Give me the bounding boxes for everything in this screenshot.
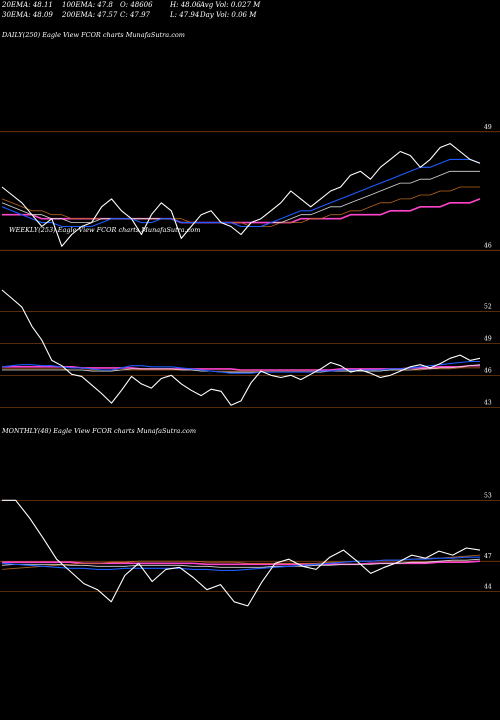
day-vol-label: Day Vol: 0.06 M: [200, 11, 257, 19]
weekly-price-line: [1, 289, 481, 406]
daily-price-line: [1, 143, 481, 247]
daily-tick-label: 49: [484, 124, 492, 131]
weekly-chart: 52 49 46 43: [0, 289, 500, 408]
monthly-ema-mid-line: [1, 558, 481, 568]
daily-ema-short-line: [1, 158, 481, 228]
weekly-tick-label: 49: [484, 335, 492, 342]
daily-ema-long-line: [1, 186, 480, 227]
daily-tick-label: 46: [484, 242, 492, 249]
monthly-tick-label: 44: [484, 584, 492, 591]
weekly-ema-short-line: [1, 360, 480, 374]
avg-vol-label: Avg Vol: 0.027 M: [200, 1, 261, 9]
low-label: L: 47.94: [170, 11, 200, 19]
monthly-chart: 53 47 44: [0, 492, 500, 607]
close-label: C: 47.97: [120, 11, 150, 19]
monthly-price-line: [2, 499, 481, 607]
weekly-tick-label: 46: [484, 367, 492, 374]
ema30-label: 30EMA: 48.09: [2, 11, 53, 19]
monthly-tick-label: 53: [484, 492, 492, 499]
weekly-tick-label: 52: [484, 303, 492, 310]
monthly-tick-label: 47: [484, 553, 492, 560]
ema100-label: 100EMA: 47.8: [62, 1, 113, 9]
indicator-header: 20EMA: 48.11 100EMA: 47.8 O: 48606 H: 48…: [0, 0, 500, 20]
weekly-tick-label: 43: [484, 399, 492, 406]
weekly-ema-mid-line: [2, 364, 481, 373]
weekly-chart-title: WEEKLY(253) Eagle View FCOR charts Munaf…: [9, 226, 201, 234]
monthly-chart-title: MONTHLY(48) Eagle View FCOR charts Munaf…: [2, 427, 196, 435]
daily-chart-title: DAILY(250) Eagle View FCOR charts Munafa…: [2, 31, 185, 39]
high-label: H: 48.06: [170, 1, 201, 9]
daily-chart: 49 46: [0, 124, 500, 251]
monthly-ema-short-line: [1, 556, 480, 571]
open-label: O: 48606: [120, 1, 153, 9]
ema20-label: 20EMA: 48.11: [2, 1, 53, 9]
ema200-label: 200EMA: 47.57: [62, 11, 118, 19]
